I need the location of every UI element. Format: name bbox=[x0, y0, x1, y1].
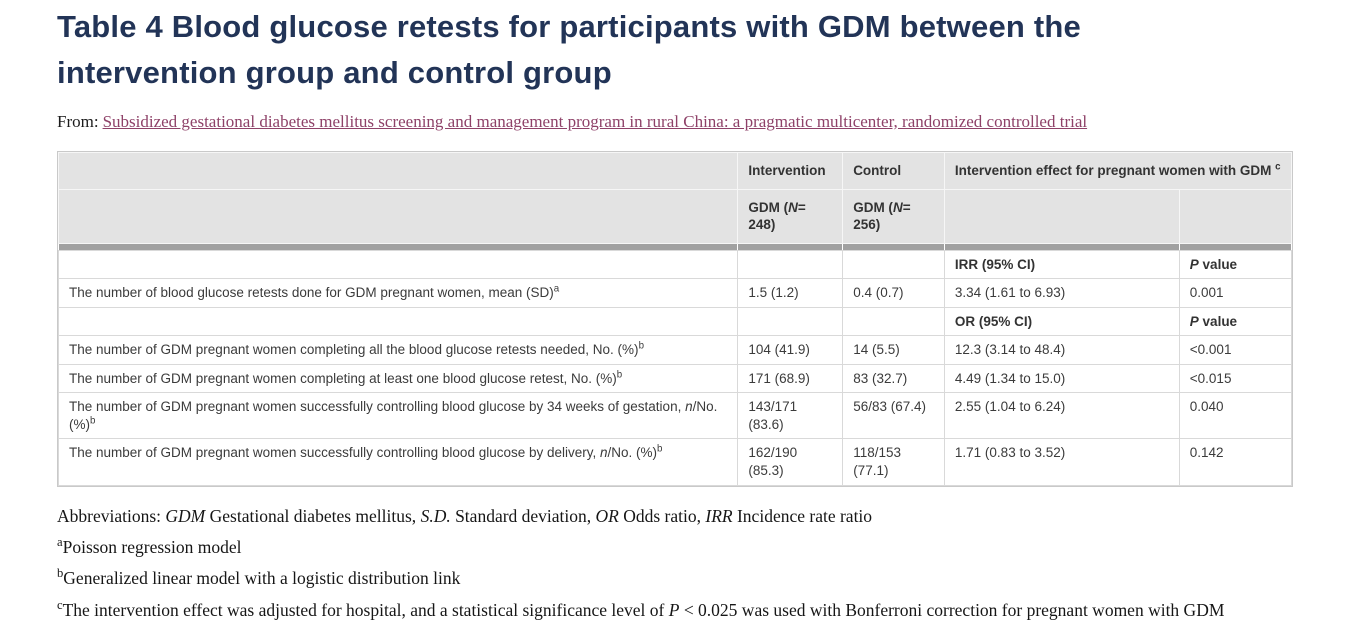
table-cell: 3.34 (1.61 to 6.93) bbox=[943, 278, 1180, 308]
table-cell: The number of GDM pregnant women success… bbox=[57, 392, 739, 440]
header-cell: Intervention bbox=[737, 152, 844, 190]
header-cell bbox=[57, 152, 739, 190]
separator-row bbox=[57, 242, 1293, 251]
table-cell: 14 (5.5) bbox=[842, 335, 945, 365]
from-label: From: bbox=[57, 112, 99, 131]
table-row: OR (95% CI) P value bbox=[57, 306, 1293, 337]
table-row: The number of blood glucose retests done… bbox=[57, 278, 1293, 308]
table-cell: The number of GDM pregnant women complet… bbox=[57, 363, 739, 394]
table-cell: P value bbox=[1178, 249, 1293, 280]
header-cell bbox=[1178, 188, 1293, 244]
table-cell: The number of blood glucose retests done… bbox=[57, 278, 739, 308]
table-header-row: Intervention Control Intervention effect f… bbox=[57, 152, 1293, 190]
page-title: Table 4 Blood glucose retests for partic… bbox=[57, 9, 1081, 90]
table-cell bbox=[842, 249, 945, 280]
table-cell bbox=[842, 306, 945, 337]
table-cell: 104 (41.9) bbox=[737, 335, 844, 365]
footnote: bGeneralized linear model with a logisti… bbox=[57, 566, 461, 589]
table-cell: 171 (68.9) bbox=[737, 363, 844, 394]
table-cell: 0.040 bbox=[1178, 392, 1293, 440]
separator-cell bbox=[842, 242, 945, 251]
table-cell bbox=[737, 249, 844, 280]
table-cell: 4.49 (1.34 to 15.0) bbox=[943, 363, 1180, 394]
table-cell: 0.4 (0.7) bbox=[842, 278, 945, 308]
table-cell: IRR (95% CI) bbox=[943, 249, 1180, 280]
header-cell bbox=[57, 188, 739, 244]
footnotes: Abbreviations: GDM Gestational diabetes … bbox=[57, 504, 1293, 623]
separator-cell bbox=[943, 242, 1180, 251]
table-cell: <0.015 bbox=[1178, 363, 1293, 394]
table-row: IRR (95% CI) P value bbox=[57, 249, 1293, 280]
table-cell: 162/190 (85.3) bbox=[737, 438, 844, 486]
table-cell: 1.5 (1.2) bbox=[737, 278, 844, 308]
table-cell: OR (95% CI) bbox=[943, 306, 1180, 337]
table-cell: 56/83 (67.4) bbox=[842, 392, 945, 440]
table-cell: <0.001 bbox=[1178, 335, 1293, 365]
header-cell: GDM (N= 256) bbox=[842, 188, 945, 244]
footnote: aPoisson regression model bbox=[57, 535, 242, 557]
table-cell bbox=[737, 306, 844, 337]
results-table-container: Intervention Control Intervention effect f… bbox=[57, 151, 1293, 487]
table-row: The number of GDM pregnant women complet… bbox=[57, 335, 1293, 365]
header-cell: Control bbox=[842, 152, 945, 190]
table-header: Intervention Control Intervention effect f… bbox=[57, 152, 1293, 244]
table-row: The number of GDM pregnant women complet… bbox=[57, 363, 1293, 394]
table-cell: The number of GDM pregnant women success… bbox=[57, 438, 739, 486]
table-cell bbox=[57, 249, 739, 280]
table-cell: 2.55 (1.04 to 6.24) bbox=[943, 392, 1180, 440]
table-cell: 0.142 bbox=[1178, 438, 1293, 486]
table-row: The number of GDM pregnant women success… bbox=[57, 438, 1293, 486]
table-header-row: GDM (N= 248) GDM (N= 256) bbox=[57, 188, 1293, 244]
header-cell: Intervention effect for pregnant women w… bbox=[943, 152, 1293, 190]
results-table: Intervention Control Intervention effect f… bbox=[57, 152, 1293, 486]
separator-cell bbox=[1178, 242, 1293, 251]
separator-cell bbox=[737, 242, 844, 251]
table-cell: The number of GDM pregnant women complet… bbox=[57, 335, 739, 365]
separator-cell bbox=[57, 242, 739, 251]
table-cell: 12.3 (3.14 to 48.4) bbox=[943, 335, 1180, 365]
footnote: Abbreviations: GDM Gestational diabetes … bbox=[57, 505, 873, 526]
header-cell: GDM (N= 248) bbox=[737, 188, 844, 244]
table-cell: 143/171 (83.6) bbox=[737, 392, 844, 440]
source-article-link[interactable]: Subsidized gestational diabetes mellitus… bbox=[102, 112, 1088, 131]
table-row: The number of GDM pregnant women success… bbox=[57, 392, 1293, 440]
table-body: IRR (95% CI) P value The number of blood g… bbox=[57, 242, 1293, 486]
source-line: From: Subsidized gestational diabetes mel… bbox=[57, 112, 1293, 132]
table-cell: P value bbox=[1178, 306, 1293, 337]
footnote: cThe intervention effect was adjusted fo… bbox=[57, 597, 1225, 620]
table-cell: 83 (32.7) bbox=[842, 363, 945, 394]
header-cell bbox=[943, 188, 1180, 244]
table-cell: 118/153 (77.1) bbox=[842, 438, 945, 486]
table-cell bbox=[57, 306, 739, 337]
table-cell: 1.71 (0.83 to 3.52) bbox=[943, 438, 1180, 486]
table-cell: 0.001 bbox=[1178, 278, 1293, 308]
